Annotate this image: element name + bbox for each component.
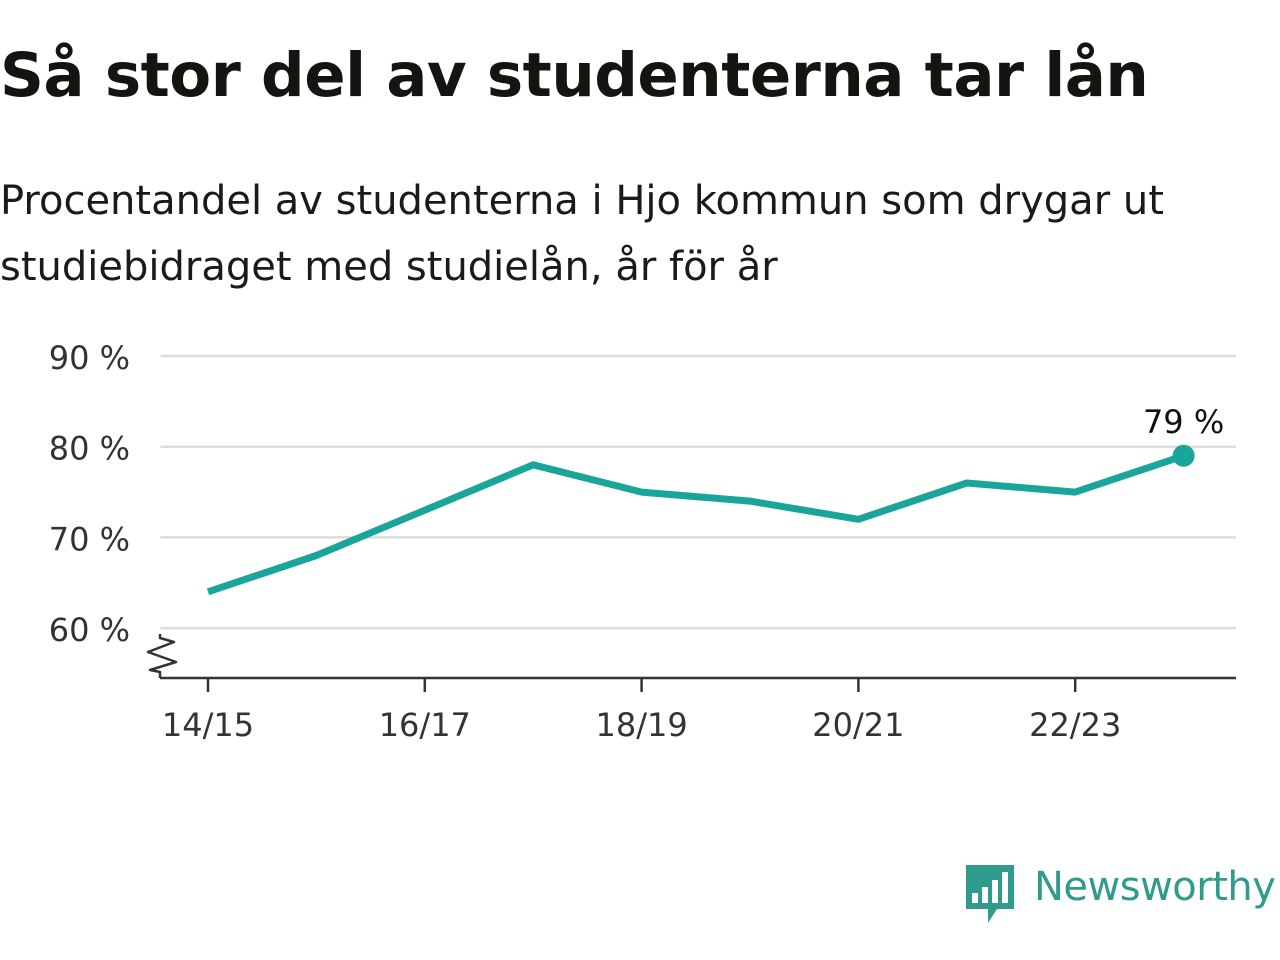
- last-point-marker: [1172, 444, 1195, 467]
- y-tick-label: 60 %: [49, 611, 130, 649]
- x-axis-labels: 14/15 16/17 18/19 20/21 22/23: [162, 706, 1121, 744]
- y-tick-label: 70 %: [49, 520, 130, 558]
- gridlines: [160, 354, 1236, 630]
- x-tick-label: 16/17: [379, 706, 471, 744]
- y-tick-label: 80 %: [49, 430, 130, 468]
- chart-title: Så stor del av studenterna tar lån: [0, 40, 1149, 111]
- y-axis-labels: 60 % 70 % 80 % 90 %: [49, 339, 130, 649]
- x-tick-label: 20/21: [812, 706, 904, 744]
- axis-break-icon: [146, 634, 178, 678]
- newsworthy-logo-icon: [966, 865, 1014, 923]
- axes: [146, 346, 1236, 692]
- brand-logo: Newsworthy: [964, 862, 1276, 926]
- x-tick-label: 14/15: [162, 706, 254, 744]
- series-layer: 79 %: [206, 403, 1224, 596]
- last-point-label: 79 %: [1143, 403, 1224, 441]
- chart-subtitle: Procentandel av studenterna i Hjo kommun…: [0, 178, 1164, 290]
- y-tick-label: 90 %: [49, 339, 130, 377]
- x-tick-label: 22/23: [1029, 706, 1121, 744]
- brand-name: Newsworthy: [1034, 864, 1276, 910]
- x-tick-label: 18/19: [595, 706, 687, 744]
- series-line: [206, 452, 1185, 596]
